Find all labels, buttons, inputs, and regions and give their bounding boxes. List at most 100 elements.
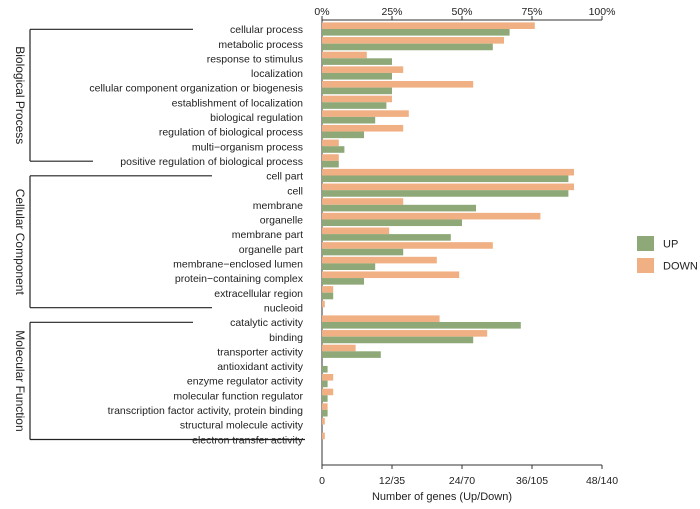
category-label: metabolic process bbox=[218, 39, 303, 51]
category-label: establishment of localization bbox=[172, 97, 303, 109]
category-label: transporter activity bbox=[217, 346, 304, 358]
category-label: response to stimulus bbox=[207, 53, 303, 65]
bar-up bbox=[322, 263, 376, 270]
top-axis-tick-label: 50% bbox=[451, 6, 472, 18]
category-label: biological regulation bbox=[210, 112, 303, 124]
bar-up bbox=[322, 131, 364, 139]
category-label: protein−containing complex bbox=[175, 273, 304, 285]
bar-up bbox=[322, 292, 334, 300]
legend-swatch bbox=[637, 236, 654, 251]
category-label: structural molecule activity bbox=[180, 420, 304, 432]
bar-down bbox=[322, 81, 474, 88]
bar-down bbox=[322, 286, 334, 293]
bar-up bbox=[322, 365, 328, 373]
bar-up bbox=[322, 43, 493, 51]
category-label: cellular component organization or bioge… bbox=[89, 83, 303, 95]
top-axis-tick-label: 100% bbox=[589, 6, 616, 18]
bar-up bbox=[322, 380, 328, 388]
bar-down bbox=[322, 271, 460, 279]
bar-up bbox=[322, 278, 364, 285]
bar-up bbox=[322, 116, 376, 124]
bar-up bbox=[322, 248, 404, 256]
legend-label: DOWN bbox=[663, 261, 698, 273]
bar-down bbox=[322, 124, 404, 132]
category-label: organelle bbox=[260, 215, 303, 227]
category-label: cell bbox=[287, 185, 303, 197]
bar-up bbox=[322, 351, 381, 358]
bar-down bbox=[322, 417, 325, 425]
top-axis-tick-label: 0% bbox=[314, 6, 329, 18]
legend-label: UP bbox=[663, 239, 678, 251]
bar-up bbox=[322, 409, 328, 417]
bar-down bbox=[322, 51, 367, 59]
category-label: antioxidant activity bbox=[217, 361, 304, 373]
bar-up bbox=[322, 58, 392, 65]
category-label: cell part bbox=[266, 171, 303, 183]
bar-down bbox=[322, 198, 404, 205]
bar-down bbox=[322, 432, 325, 440]
bar-up bbox=[322, 322, 521, 329]
bar-down bbox=[322, 66, 404, 73]
bar-down bbox=[322, 242, 493, 249]
bar-down bbox=[322, 374, 334, 381]
category-label: electron transfer activity bbox=[192, 434, 304, 446]
bar-down bbox=[322, 168, 574, 176]
category-label: localization bbox=[251, 68, 303, 80]
x-axis-title: Number of genes (Up/Down) bbox=[372, 491, 512, 503]
bar-up bbox=[322, 234, 451, 241]
category-label: molecular function regulator bbox=[173, 390, 303, 402]
top-axis-tick-label: 75% bbox=[521, 6, 542, 18]
bar-down bbox=[322, 227, 390, 235]
bar-up bbox=[322, 146, 345, 153]
bar-down bbox=[322, 388, 334, 396]
legend-swatch bbox=[637, 258, 654, 273]
bar-down bbox=[322, 344, 356, 352]
bar-down bbox=[322, 154, 339, 161]
bar-up bbox=[322, 336, 474, 344]
bar-down bbox=[322, 300, 325, 308]
bar-up bbox=[322, 72, 392, 80]
bar-down bbox=[322, 256, 437, 264]
category-label: membrane bbox=[253, 200, 303, 212]
category-label: catalytic activity bbox=[230, 317, 304, 329]
category-label: organelle part bbox=[239, 244, 303, 256]
bar-down bbox=[322, 110, 409, 117]
group-label: Biological Process bbox=[13, 46, 27, 144]
category-label: multi−organism process bbox=[192, 141, 303, 153]
bar-up bbox=[322, 395, 328, 402]
bar-down bbox=[322, 183, 574, 191]
bar-down bbox=[322, 139, 339, 147]
category-label: extracellular region bbox=[214, 288, 303, 300]
bar-up bbox=[322, 219, 462, 227]
bar-up bbox=[322, 102, 387, 109]
bar-up bbox=[322, 190, 569, 197]
category-label: nucleoid bbox=[264, 302, 303, 314]
category-label: transcription factor activity, protein b… bbox=[108, 405, 303, 417]
bar-down bbox=[322, 22, 535, 29]
category-label: membrane−enclosed lumen bbox=[173, 259, 303, 271]
bar-up bbox=[322, 29, 510, 36]
category-label: positive regulation of biological proces… bbox=[120, 156, 303, 168]
bar-down bbox=[322, 315, 440, 322]
bottom-axis-tick-label: 24/70 bbox=[449, 475, 475, 487]
bar-up bbox=[322, 175, 569, 183]
bar-down bbox=[322, 37, 504, 44]
category-label: binding bbox=[269, 332, 303, 344]
bar-up bbox=[322, 204, 476, 212]
category-label: cellular process bbox=[230, 24, 303, 36]
group-label: Cellular Component bbox=[13, 189, 27, 296]
bar-down bbox=[322, 212, 541, 220]
bar-up bbox=[322, 160, 339, 168]
category-label: regulation of biological process bbox=[159, 127, 303, 139]
bar-down bbox=[322, 330, 488, 337]
top-axis-tick-label: 25% bbox=[381, 6, 402, 18]
category-label: membrane part bbox=[232, 229, 303, 241]
bottom-axis-tick-label: 48/140 bbox=[586, 475, 618, 487]
bottom-axis-tick-label: 0 bbox=[319, 475, 325, 487]
bar-down bbox=[322, 403, 328, 410]
category-label: enzyme regulator activity bbox=[187, 376, 304, 388]
bottom-axis-tick-label: 36/105 bbox=[516, 475, 548, 487]
group-label: Molecular Function bbox=[13, 330, 27, 431]
bar-up bbox=[322, 87, 392, 95]
